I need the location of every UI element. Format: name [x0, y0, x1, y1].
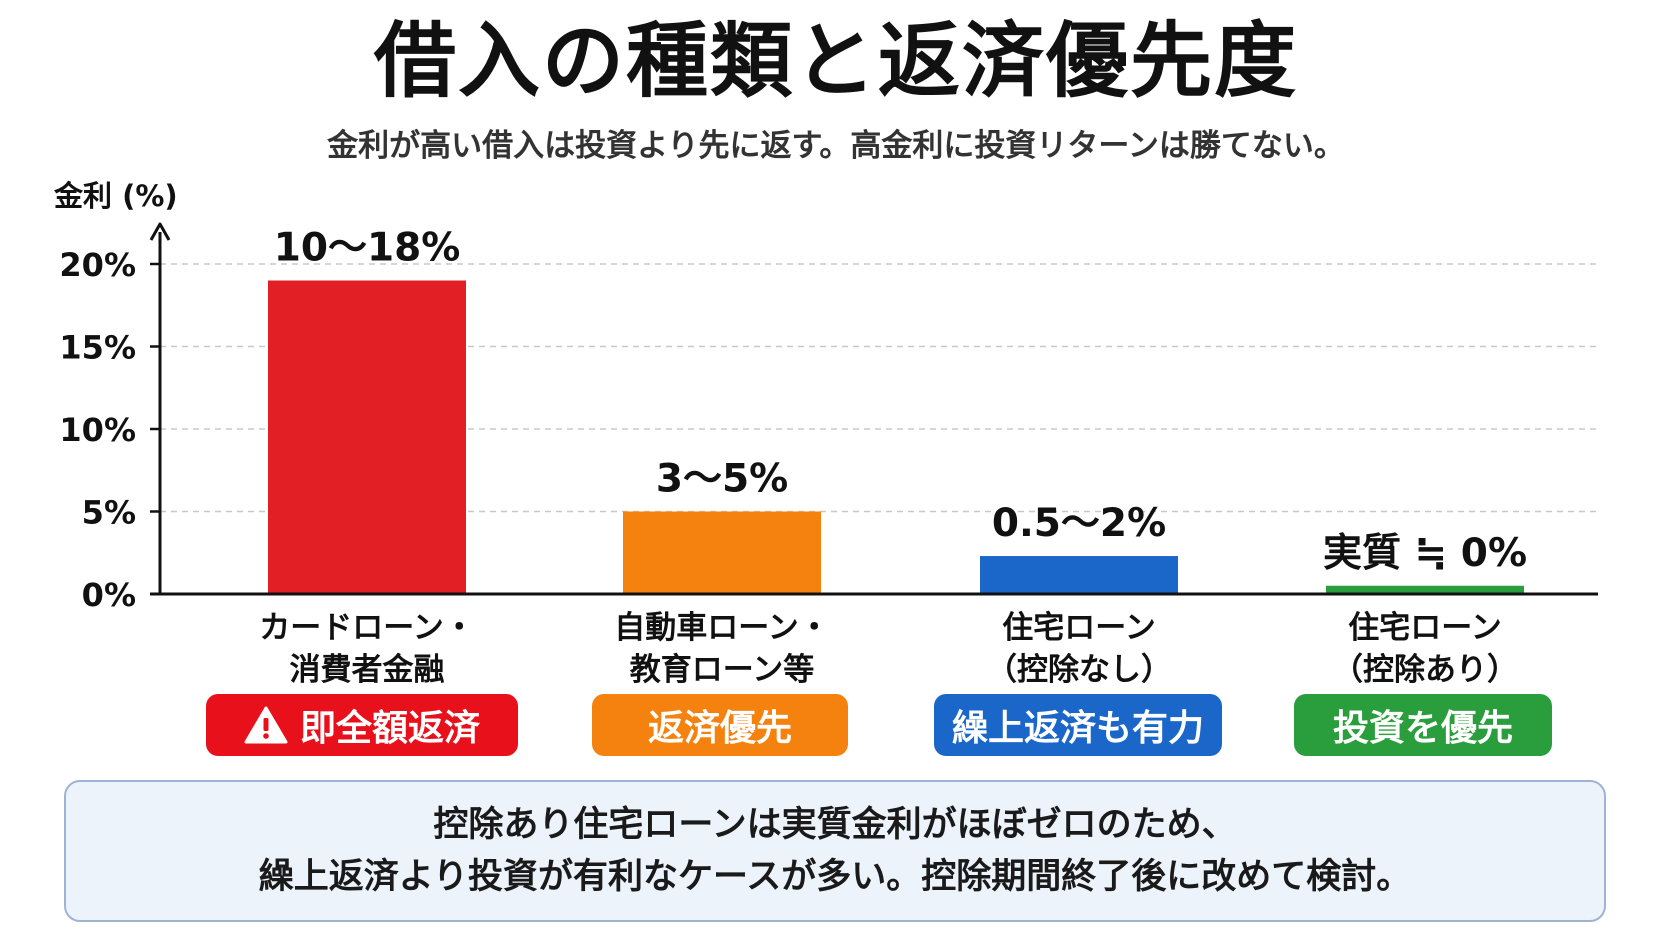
category-label-3: （控除あり）: [1332, 652, 1518, 688]
value-label-0: 10〜18%: [274, 226, 461, 271]
badge-0: 即全額返済: [206, 694, 518, 756]
y-tick-label: 10%: [59, 411, 136, 449]
bar-0: [268, 280, 466, 594]
chart-subtitle: 金利が高い借入は投資より先に返す。高金利に投資リターンは勝てない。: [327, 128, 1345, 164]
bar-chart: 0% 5% 10% 15% 20% 金利 (%) 10〜18% カードローン・消費者金融 3〜5…: [53, 179, 1598, 688]
chart-title: 借入の種類と返済優先度: [373, 14, 1298, 109]
badge-1: 返済優先: [592, 694, 848, 756]
note-line-2: 繰上返済より投資が有利なケースが多い。控除期間終了後に改めて検討。: [258, 857, 1412, 897]
y-tick-label: 5%: [82, 494, 136, 532]
warning-icon: [244, 705, 288, 745]
badge-label-0: 即全額返済: [299, 708, 480, 749]
category-label-2: （控除なし）: [986, 652, 1172, 688]
category-label-2: 住宅ローン: [1002, 610, 1155, 646]
y-tick-label: 20%: [59, 246, 136, 284]
bar-1: [623, 511, 821, 594]
badge-label-1: 返済優先: [647, 708, 792, 749]
category-label-1: 自動車ローン・: [614, 610, 829, 646]
category-label-0: 消費者金融: [290, 652, 445, 688]
category-label-0: カードローン・: [259, 610, 474, 646]
value-label-2: 0.5〜2%: [992, 501, 1166, 546]
bar-2: [980, 556, 1178, 594]
category-label-3: 住宅ローン: [1348, 610, 1501, 646]
y-axis-arrow-icon: [149, 222, 171, 241]
y-tick-label: 15%: [59, 329, 136, 367]
category-label-1: 教育ローン等: [630, 652, 814, 688]
badge-2: 繰上返済も有力: [934, 694, 1222, 756]
value-label-3: 実質 ≒ 0%: [1323, 531, 1527, 576]
y-axis-label: 金利 (%): [53, 179, 178, 213]
value-label-1: 3〜5%: [656, 457, 788, 502]
note-box: 控除あり住宅ローンは実質金利がほぼゼロのため、 繰上返済より投資が有利なケースが…: [64, 780, 1606, 922]
badge-3: 投資を優先: [1294, 694, 1552, 756]
y-tick-label: 0%: [82, 576, 136, 614]
badge-label-2: 繰上返済も有力: [951, 708, 1204, 749]
bar-3: [1326, 585, 1524, 594]
badge-label-3: 投資を優先: [1332, 708, 1513, 749]
note-line-1: 控除あり住宅ローンは実質金利がほぼゼロのため、: [433, 805, 1237, 845]
